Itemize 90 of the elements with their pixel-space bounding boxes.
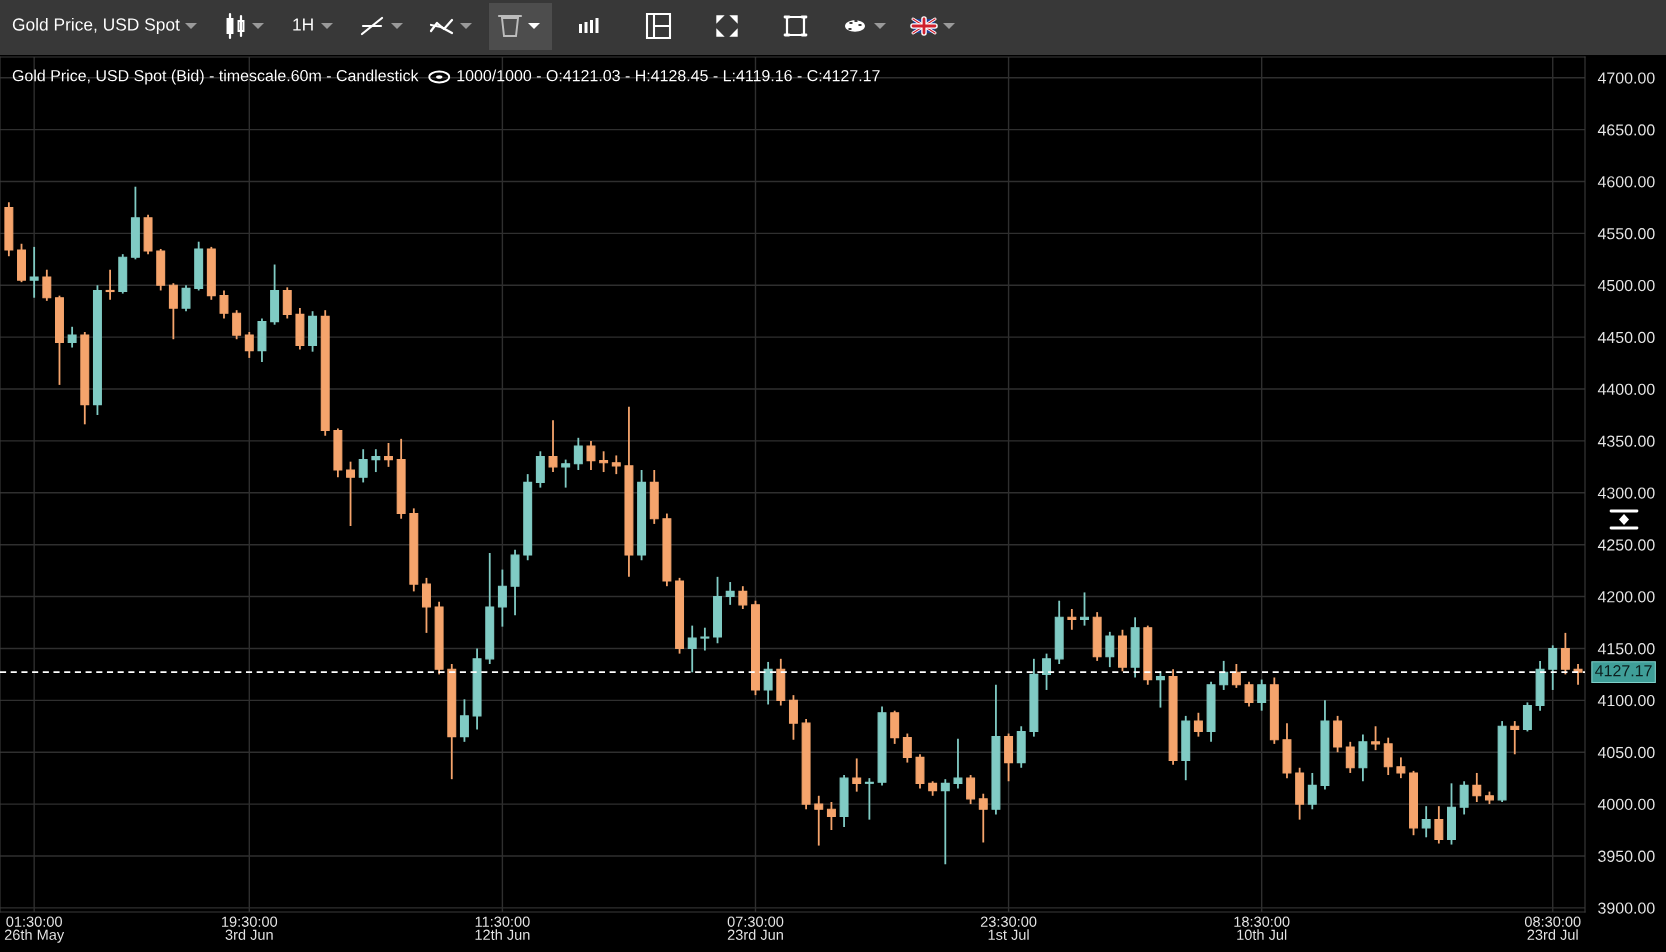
y-tick-label: 4600.00 xyxy=(1597,176,1655,188)
x-tick-label: 07:30:00 23rd Jun xyxy=(727,916,784,940)
candlestick xyxy=(561,458,571,489)
candlestick xyxy=(1459,780,1469,816)
candlestick xyxy=(788,694,798,741)
candlestick xyxy=(1548,644,1558,691)
candlestick xyxy=(1472,772,1482,803)
candlestick xyxy=(1257,678,1267,712)
candlestick xyxy=(1396,756,1406,780)
candlestick xyxy=(586,440,596,471)
candlestick xyxy=(67,325,77,349)
candlestick xyxy=(346,460,356,527)
candlestick xyxy=(1231,663,1241,689)
candlestick xyxy=(181,284,191,313)
y-tick-label: 4650.00 xyxy=(1597,124,1655,136)
candlestick xyxy=(814,794,824,847)
candlestick xyxy=(459,698,469,743)
y-tick-label: 4300.00 xyxy=(1597,487,1655,499)
candlestick xyxy=(168,282,178,341)
candlestick xyxy=(421,576,431,634)
candlestick xyxy=(497,568,507,628)
candlestick xyxy=(371,448,381,473)
candlestick xyxy=(1510,720,1520,756)
candlestick xyxy=(902,732,912,764)
candlestick xyxy=(611,454,621,476)
candlestick xyxy=(599,450,609,473)
candlestick xyxy=(940,778,950,866)
candlestick xyxy=(1193,711,1203,738)
x-tick-label: 08:30:00 23rd Jul xyxy=(1524,916,1581,940)
candlestick xyxy=(1307,772,1317,811)
text: 1000/1000 - O:4121.03 - H:4128.45 - L:4119.16 - C:4127.17 xyxy=(457,69,880,82)
y-tick-label: 4000.00 xyxy=(1597,798,1655,811)
candlestick xyxy=(1371,725,1381,752)
candlestick xyxy=(1522,701,1532,733)
candlestick xyxy=(1383,736,1393,776)
y-tick-label: 4350.00 xyxy=(1597,435,1655,447)
x-tick-label: 18:30:00 10th Jul xyxy=(1234,916,1290,940)
y-tick-label: 3950.00 xyxy=(1598,850,1655,862)
y-tick-label: 4500.00 xyxy=(1597,279,1655,292)
candlestick xyxy=(1434,805,1444,845)
candlestick xyxy=(738,585,748,610)
x-tick-label: 11:30:00 12th Jun xyxy=(475,916,530,940)
candlestick xyxy=(1067,608,1077,631)
candlestick xyxy=(1080,591,1089,627)
candlestick xyxy=(244,331,254,359)
candlestick xyxy=(978,792,988,844)
candlestick xyxy=(282,286,292,320)
candlestick xyxy=(1421,805,1431,839)
x-tick-label: 23:30:00 1st Jul xyxy=(980,916,1037,940)
candlestick xyxy=(953,737,963,790)
candlestick xyxy=(1345,740,1355,774)
candlestick xyxy=(42,268,52,302)
candlestick xyxy=(725,581,735,606)
candlestick xyxy=(232,309,242,341)
candlestick xyxy=(548,419,558,473)
x-tick-label: 19:30:00 3rd Jun xyxy=(222,916,278,940)
candlestick xyxy=(105,268,115,301)
y-tick-label: 4400.00 xyxy=(1597,383,1655,395)
y-tick-label: 4450.00 xyxy=(1597,331,1655,344)
y-tick-label: 4150.00 xyxy=(1597,643,1655,655)
y-tick-label: 4050.00 xyxy=(1597,746,1655,759)
candlestick xyxy=(1155,670,1165,709)
candlestick xyxy=(1560,631,1570,676)
y-tick-label: 3900.00 xyxy=(1598,902,1655,914)
text: Gold Price, USD Spot xyxy=(12,17,180,35)
candlestick xyxy=(1219,659,1229,691)
ref-line-label: 4127.17 xyxy=(1595,665,1652,677)
candlestick xyxy=(700,626,710,652)
x-tick-label: 01:30:00 26th May xyxy=(4,916,65,943)
candlestick xyxy=(864,777,874,821)
candlestick xyxy=(852,757,862,793)
text: 1H xyxy=(293,18,313,31)
candlestick xyxy=(1244,680,1254,708)
candlestick xyxy=(826,801,836,831)
candlestick xyxy=(1042,652,1052,691)
y-tick-label: 4200.00 xyxy=(1597,591,1655,603)
candlestick xyxy=(219,289,229,320)
candlestick xyxy=(29,245,39,299)
candlestick xyxy=(966,774,976,805)
candlestick xyxy=(384,442,393,468)
candlestick xyxy=(358,448,368,484)
candlestick xyxy=(573,436,583,471)
text: Gold Price, USD Spot (Bid) - timescale.60m - Candlestick xyxy=(12,69,419,85)
candlestick xyxy=(1105,630,1115,669)
candlestick xyxy=(687,624,697,674)
y-tick-label: 4700.00 xyxy=(1597,72,1655,84)
y-tick-label: 4100.00 xyxy=(1597,694,1655,707)
candlestick xyxy=(763,661,773,706)
y-tick-label: 4550.00 xyxy=(1597,228,1655,240)
y-tick-label: 4250.00 xyxy=(1597,539,1655,551)
